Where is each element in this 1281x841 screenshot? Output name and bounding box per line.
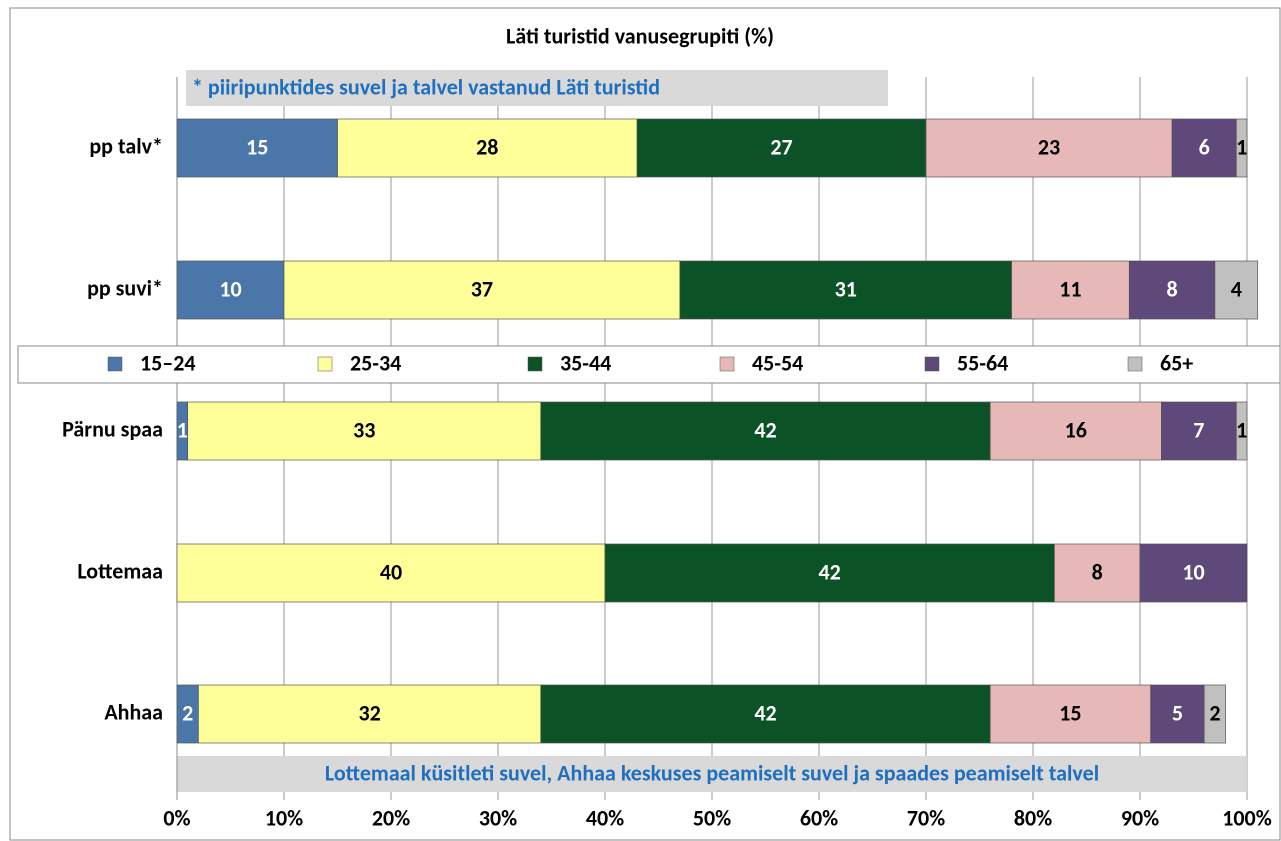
x-tick-label: 30% [479,804,517,831]
x-tick-label: 100% [1222,804,1272,831]
data-label: 40 [380,558,402,585]
data-label: 8 [1167,275,1178,302]
bar-segment [1054,543,1141,603]
data-label: 16 [1065,416,1087,443]
data-label: 27 [770,133,792,160]
bar-segment [337,118,638,178]
bar-segment [176,543,606,603]
data-label: 37 [471,275,493,302]
data-label: 32 [358,699,380,726]
bar-segment [989,684,1152,744]
data-label: 28 [476,133,498,160]
data-label: 5 [1172,699,1183,726]
bar-segment [1203,684,1226,744]
legend-swatch [527,356,543,372]
data-label: 2 [182,699,193,726]
bar-segment [1171,118,1237,178]
legend-swatch [317,356,333,372]
data-label: 6 [1199,133,1210,160]
bar-segment [187,401,542,461]
data-label: 2 [1209,699,1220,726]
bar-segment [1128,260,1216,320]
legend-swatch [1127,356,1143,372]
bar-segment [989,401,1162,461]
bar-segment [176,118,338,178]
annotation-box [177,756,1247,792]
legend-label: 45-54 [752,349,803,376]
data-label: 8 [1092,558,1103,585]
bar-segment [540,401,991,461]
annotation-box [186,70,888,106]
data-label: 1 [1236,416,1247,443]
data-label: 15 [246,133,268,160]
data-label: 7 [1193,416,1204,443]
x-tick-label: 10% [265,804,303,831]
data-label: 42 [754,416,776,443]
x-tick-label: 50% [693,804,731,831]
bar-segment [1214,260,1259,320]
legend-label: 15–24 [140,349,196,376]
y-tick-label: Ahhaa [104,698,163,725]
bar-segment [283,260,681,320]
bar-segment [1011,260,1130,320]
bar-segment [198,684,542,744]
legend-swatch [924,356,940,372]
bar-segment [540,684,991,744]
y-tick-label: Pärnu spaa [62,415,163,442]
data-label: 42 [754,699,776,726]
annotation: Lottemaal küsitleti suvel, Ahhaa keskuse… [325,759,1099,786]
data-label: 11 [1059,275,1081,302]
x-tick-label: 0% [163,804,190,831]
bar-segment [679,260,1012,320]
data-label: 42 [819,558,841,585]
data-label: 4 [1231,275,1242,302]
bar-segment [176,260,285,320]
y-tick-label: Lottemaa [77,557,163,584]
x-tick-label: 90% [1121,804,1159,831]
data-label: 31 [835,275,857,302]
legend-label: 25-34 [350,349,401,376]
x-tick-label: 60% [800,804,838,831]
data-label: 1 [177,416,188,443]
bar-segment [1139,543,1248,603]
data-label: 23 [1038,133,1060,160]
y-tick-label: pp talv* [89,132,163,159]
bar-segment [604,543,1055,603]
y-tick-label: pp suvi* [87,274,163,301]
bar-segment [636,118,927,178]
data-label: 10 [1182,558,1204,585]
legend-swatch [719,356,735,372]
data-label: 1 [1236,133,1247,160]
legend-box [17,345,1281,384]
data-label: 15 [1059,699,1081,726]
annotation: * piiripunktides suvel ja talvel vastanu… [192,73,660,100]
x-tick-label: 20% [372,804,410,831]
data-label: 10 [219,275,241,302]
legend-label: 65+ [1160,349,1193,376]
chart-title: Läti turistid vanusegrupiti (%) [506,22,774,49]
legend-swatch [107,356,123,372]
x-tick-label: 40% [586,804,624,831]
bar-segment [1161,401,1237,461]
x-tick-label: 80% [1014,804,1052,831]
x-tick-label: 70% [907,804,945,831]
bar-segment [1235,118,1248,178]
legend-label: 55-64 [957,349,1008,376]
bar-segment [1235,401,1248,461]
data-label: 33 [353,416,375,443]
legend-label: 35-44 [560,349,611,376]
